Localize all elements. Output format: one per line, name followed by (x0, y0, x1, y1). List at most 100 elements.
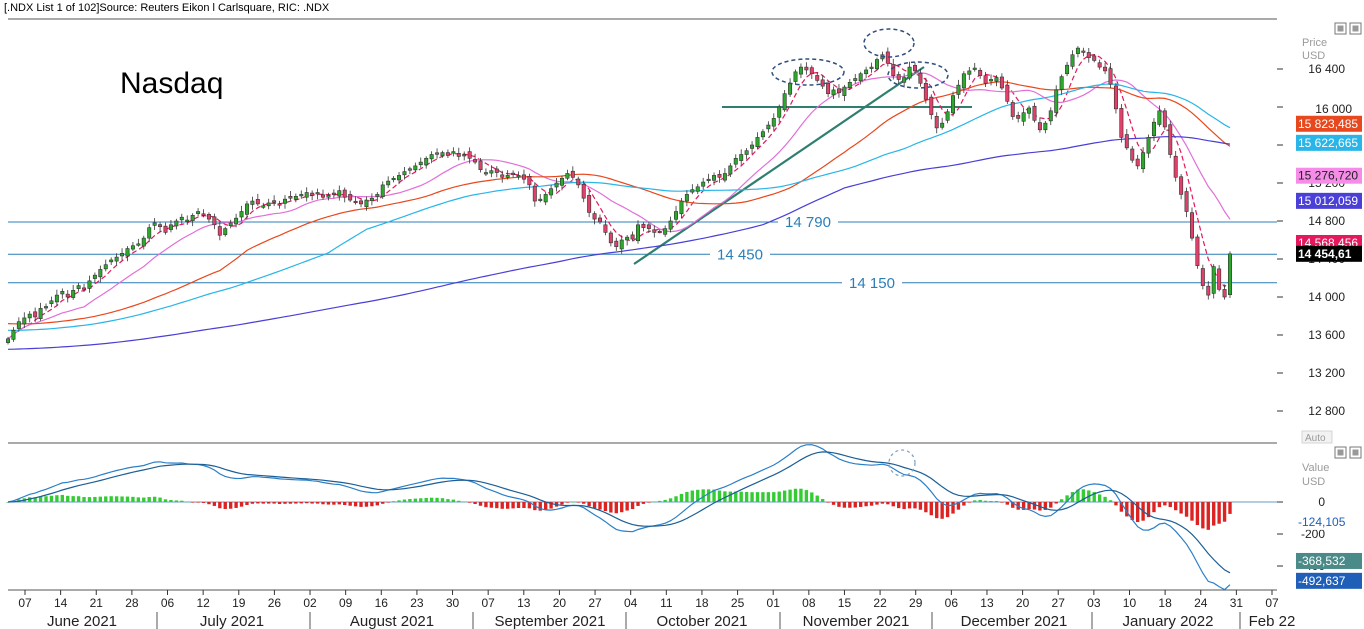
macd-histogram-bar (424, 497, 428, 502)
macd-histogram-bar (897, 502, 901, 509)
moving-average-40 (7, 81, 1231, 325)
x-day-label: 27 (1052, 596, 1066, 610)
signal-line (7, 451, 1231, 574)
x-day-label: 20 (553, 596, 567, 610)
macd-histogram-bar (929, 502, 933, 516)
macd-histogram-bar (1065, 495, 1069, 502)
macd-histogram-bar (310, 502, 314, 504)
candle-body (923, 82, 928, 100)
macd-histogram-bar (272, 502, 276, 504)
macd-histogram-bar (804, 490, 809, 502)
candle-body (549, 188, 554, 196)
macd-histogram-bar (223, 502, 227, 509)
macd-histogram-bar (98, 496, 103, 502)
macd-histogram-bar (837, 502, 841, 507)
candle-body (983, 75, 988, 84)
macd-value-tag (1296, 572, 1362, 589)
macd-histogram-bar (1146, 502, 1151, 518)
candle-body (435, 152, 440, 155)
macd-histogram-bar (810, 492, 814, 502)
macd-histogram-bar (543, 502, 548, 511)
macd-histogram-bar (104, 496, 108, 502)
macd-histogram-bar (386, 502, 390, 503)
macd-histogram-bar (180, 500, 184, 502)
macd-histogram-bar (609, 502, 613, 513)
price-tick-label: 16 000 (1315, 102, 1352, 116)
macd-histogram-bar (60, 494, 64, 502)
macd-histogram-bar (1157, 502, 1162, 508)
macd-histogram-bar (1027, 502, 1031, 510)
macd-histogram-bar (799, 488, 803, 502)
candle-body (1195, 236, 1200, 266)
macd-histogram-bar (603, 502, 608, 512)
candle-body (1059, 76, 1064, 90)
macd-histogram-bar (967, 502, 971, 503)
x-day-label: 04 (624, 596, 638, 610)
candle-body (424, 158, 429, 166)
candle-body (831, 89, 836, 96)
candle-body (1151, 121, 1156, 136)
price-value-tag (1296, 115, 1362, 132)
candle-body (1222, 289, 1227, 298)
candle-body (636, 224, 640, 242)
price-tick-label: 12 800 (1308, 404, 1345, 418)
macd-histogram-bar (142, 497, 146, 502)
candle-body (315, 192, 320, 195)
macd-histogram-bar (321, 502, 325, 505)
macd-histogram-bar (218, 502, 222, 509)
candle-body (1016, 115, 1021, 119)
macd-histogram-bar (772, 492, 776, 502)
candle-body (543, 194, 548, 203)
macd-histogram-bar (109, 496, 113, 502)
macd-histogram-bar (267, 502, 271, 504)
candle-body (1054, 89, 1059, 113)
candle-body (511, 172, 516, 175)
candle-body (201, 213, 206, 216)
candle-body (375, 194, 380, 197)
macd-histogram-bar (1212, 502, 1216, 526)
candle-body (1130, 148, 1135, 161)
macd-histogram-bar (679, 493, 684, 502)
x-day-label: 24 (1194, 596, 1208, 610)
macd-histogram-bar (918, 502, 923, 510)
candle-body (174, 220, 179, 227)
macd-histogram-bar (277, 502, 282, 504)
macd-histogram-bar (1103, 496, 1107, 502)
macd-histogram-bar (630, 502, 635, 510)
macd-panel (6, 444, 1232, 591)
macd-histogram-bar (1206, 502, 1210, 530)
candle-body (874, 59, 879, 70)
x-day-label: 21 (90, 596, 104, 610)
macd-histogram-bar (717, 490, 722, 502)
macd-histogram-bar (288, 502, 293, 504)
macd-histogram-bar (55, 495, 59, 502)
macd-histogram-bar (728, 491, 733, 502)
level-label: 14 790 (785, 214, 831, 231)
macd-histogram-bar (495, 502, 499, 509)
candle-body (217, 226, 222, 236)
macd-histogram-bar (587, 502, 591, 507)
moving-average-5 (7, 53, 1231, 340)
macd-histogram-bar (875, 502, 879, 505)
candle-body (592, 213, 597, 220)
candle-body (565, 173, 570, 179)
candle-body (185, 219, 190, 222)
candle-body (733, 158, 738, 165)
moving-average-lines (7, 53, 1231, 350)
candle-body (956, 84, 961, 95)
candle-body (125, 248, 130, 257)
macd-histogram-bar (913, 502, 917, 509)
macd-histogram-bar (636, 502, 640, 506)
candle-body (1189, 212, 1194, 239)
candle-body (223, 228, 228, 235)
candle-body (462, 154, 467, 157)
macd-value-tag (1296, 513, 1362, 530)
macd-histogram-bar (353, 502, 358, 507)
candle-body (326, 195, 331, 198)
macd-histogram-bar (842, 502, 847, 508)
macd-histogram-bar (451, 499, 456, 502)
candle-body (679, 200, 684, 215)
macd-histogram-bar (777, 491, 781, 502)
macd-histogram-bar (1021, 502, 1026, 510)
